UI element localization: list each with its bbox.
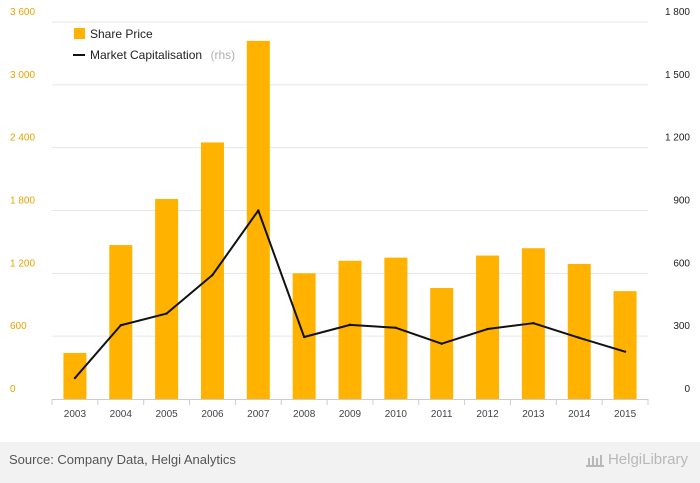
bar-share-price [567,263,591,399]
point-market-capitalisation [440,342,443,345]
y-left-tick-label: 2 400 [10,133,35,144]
y-left-tick-label: 0 [10,384,16,395]
y-left-tick-label: 3 600 [10,7,35,18]
gridlines [52,21,648,337]
x-tick-label: 2015 [614,409,637,420]
line-series-market-capitalisation [73,209,627,380]
point-market-capitalisation [348,323,352,327]
x-tick-label: 2013 [522,409,545,420]
y-right-tick-label: 300 [673,321,690,332]
x-tick-label: 2014 [568,409,591,420]
bar-share-price [338,260,362,399]
y-right-tick-label: 1 500 [665,70,690,81]
y-right-tick-label: 900 [673,196,690,207]
point-market-capitalisation [486,327,489,331]
legend: Share Price Market Capitalisation (rhs) [73,27,235,63]
legend-label-market-capitalisation-group: Market Capitalisation (rhs) [90,46,235,63]
bar-series-share-price [63,40,637,400]
bar-share-price [63,352,87,399]
source-note: Source: Company Data, Helgi Analytics [9,452,236,467]
y-right-tick-label: 1 800 [665,7,690,18]
y-right-tick-label: 1 200 [665,133,690,144]
point-market-capitalisation [532,321,535,325]
bar-share-price [613,291,637,399]
x-tick-label: 2007 [247,409,270,420]
x-tick-label: 2010 [385,409,408,420]
point-market-capitalisation [623,350,627,353]
y-left-tick-label: 3 000 [10,70,35,81]
legend-note-rhs: (rhs) [211,48,236,62]
x-tick-label: 2009 [339,409,362,420]
logo-text: HelgiLibrary [607,451,688,468]
y-left-tick-label: 1 200 [10,258,35,269]
y-left-tick-label: 1 800 [10,196,35,207]
x-tick-label: 2011 [431,409,453,420]
library-building-icon [585,454,604,467]
x-tick-label: 2003 [64,409,87,420]
point-market-capitalisation [257,209,260,212]
point-market-capitalisation [165,312,168,315]
point-market-capitalisation [302,335,306,339]
x-tick-label: 2012 [476,409,499,420]
legend-label-share-price: Share Price [90,27,153,41]
y-right-tick-label: 0 [684,384,690,395]
point-market-capitalisation [211,273,214,277]
x-tick-label: 2008 [293,409,316,420]
y-left-tick-label: 600 [10,321,27,332]
bar-share-price [246,40,270,399]
point-market-capitalisation [73,376,77,380]
bar-share-price [155,198,179,399]
bar-share-price [109,245,133,399]
helgi-library-logo[interactable]: HelgiLibrary [585,451,688,468]
legend-label-market-capitalisation: Market Capitalisation [90,48,202,62]
chart: 0 0 600 300 1 200 600 1 800 900 2 400 1 200 3 000 1… [10,7,690,420]
point-market-capitalisation [578,336,581,340]
bar-share-price [476,255,500,399]
x-tick-label: 2006 [201,409,224,420]
point-market-capitalisation [394,326,398,329]
point-market-capitalisation [119,324,122,327]
legend-swatch-share-price [74,28,85,39]
axes: 0 0 600 300 1 200 600 1 800 900 2 400 1 200 3 000 1… [10,7,690,420]
bar-share-price [200,142,224,400]
x-tick-label: 2004 [110,409,133,420]
y-right-tick-label: 600 [673,258,690,269]
footer: Source: Company Data, Helgi Analytics He… [0,442,700,483]
x-tick-label: 2005 [155,409,178,420]
